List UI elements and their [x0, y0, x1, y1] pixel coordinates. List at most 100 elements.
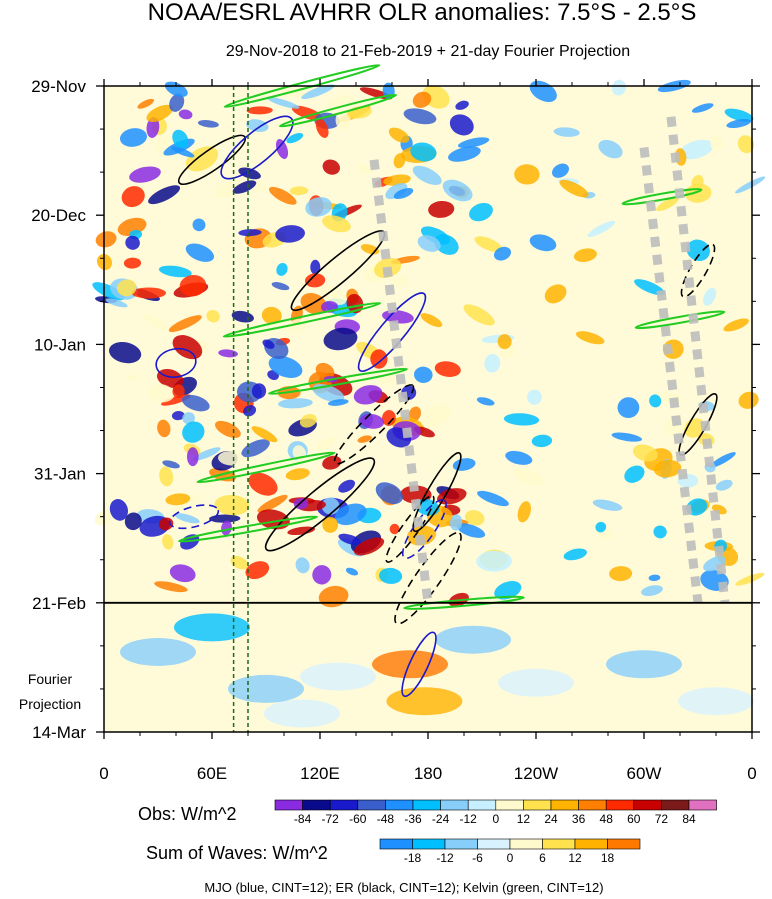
- field-cell: [322, 215, 351, 233]
- kelvin-contour: [403, 595, 525, 610]
- field-cell: [109, 341, 142, 364]
- field-cell: [125, 235, 140, 250]
- field-cell: [171, 146, 195, 158]
- field-cell: [428, 200, 455, 218]
- field-cell: [109, 499, 128, 521]
- field-cell: [121, 186, 145, 208]
- field-cell: [291, 105, 323, 121]
- y-tick-label: 31-Jan: [34, 465, 86, 484]
- field-cell: [598, 139, 623, 159]
- field-cell: [181, 394, 210, 412]
- field-cell: [185, 243, 215, 262]
- field-cell: [484, 353, 501, 373]
- wave-contours: [155, 64, 730, 698]
- field-cell: [257, 494, 288, 513]
- field-cell: [168, 315, 202, 333]
- field-cell: [393, 153, 406, 169]
- field-cell: [185, 146, 219, 172]
- mjo-contour: [357, 292, 427, 372]
- axes: 0 60E 120E 180 120W 60W 0 29-Nov 20-Dec 10-Jan 31-…: [31, 77, 760, 783]
- field-cell: [182, 412, 195, 425]
- colorbar-swatch: [329, 799, 359, 811]
- field-cell: [617, 397, 640, 419]
- colorbar-swatch: [550, 799, 579, 811]
- field-cell: [305, 197, 333, 217]
- field-cell: [735, 572, 765, 586]
- er-contour: [385, 495, 435, 563]
- y-tick-label: 10-Jan: [34, 335, 86, 354]
- colorbar-swatch: [523, 799, 552, 811]
- colorbar-label: -18: [404, 851, 422, 865]
- field-cell: [497, 334, 512, 350]
- field-cell: [624, 465, 645, 483]
- projection-cell: [174, 613, 250, 642]
- field-cell: [232, 180, 257, 194]
- kelvin-contour: [279, 93, 397, 128]
- field-cell: [314, 437, 336, 451]
- field-cell: [172, 335, 203, 360]
- field-cell: [304, 273, 326, 288]
- colorbar-label: -12: [436, 851, 454, 865]
- field-cell: [679, 139, 714, 160]
- field-cell: [390, 274, 408, 287]
- field-cell: [315, 118, 329, 138]
- field-cell: [268, 186, 297, 205]
- field-cell: [641, 585, 663, 597]
- field-cell: [95, 231, 117, 248]
- field-cell: [648, 574, 661, 582]
- colorbar-swatch: [302, 799, 331, 811]
- field-cell: [267, 97, 300, 109]
- colorbar-swatch: [661, 799, 690, 811]
- field-cell: [156, 368, 184, 388]
- field-cell: [245, 561, 270, 580]
- field-cell: [251, 383, 267, 399]
- field-cell: [529, 234, 557, 252]
- colorbar-label: 0: [507, 851, 514, 865]
- field-cell: [476, 397, 495, 406]
- er-contour: [412, 452, 462, 533]
- field-cell: [456, 523, 486, 538]
- field-cell: [323, 327, 358, 351]
- field-cell: [531, 434, 553, 448]
- colorbar-swatch: [574, 838, 608, 850]
- field-cell: [214, 420, 241, 438]
- field-cell: [246, 119, 269, 132]
- field-cell: [206, 309, 220, 323]
- colorbar-label: 6: [539, 851, 546, 865]
- field-cell: [575, 331, 605, 345]
- field-cell: [553, 127, 580, 137]
- field-cell: [434, 361, 461, 377]
- field-cell: [251, 426, 278, 443]
- colorbar-label: 18: [601, 851, 615, 865]
- field-cell: [420, 403, 452, 429]
- colorbar-label: -24: [432, 812, 450, 826]
- projection-cell: [386, 687, 463, 716]
- obs-colorbar-title: Obs: W/m^2: [138, 804, 236, 824]
- field-cell: [148, 185, 181, 205]
- field-cell: [172, 384, 185, 399]
- field-cell: [376, 374, 399, 386]
- field-cell: [412, 165, 442, 185]
- field-cell: [172, 494, 201, 513]
- field-cell: [723, 318, 749, 332]
- kelvin-contour: [268, 367, 408, 395]
- fourier-label-line2: Projection: [19, 696, 81, 712]
- kelvin-track: [666, 116, 730, 604]
- field-cell: [261, 306, 282, 325]
- reference-lines: [104, 86, 752, 732]
- field-cell: [494, 581, 522, 600]
- field-cell: [158, 265, 192, 278]
- field-cell: [256, 509, 290, 530]
- colorbar-label: -12: [460, 812, 478, 826]
- field-cell: [703, 287, 717, 306]
- plot-area: [92, 64, 766, 733]
- field-cell: [611, 432, 643, 442]
- colorbar-swatch: [688, 799, 717, 811]
- colorbar-label: -72: [322, 812, 340, 826]
- field-cell: [327, 399, 349, 406]
- field-cell: [632, 444, 658, 462]
- field-cell: [552, 163, 569, 178]
- colorbar-swatch: [440, 799, 469, 811]
- x-tick-label: 180: [414, 764, 442, 783]
- colorbar-swatch: [477, 838, 511, 850]
